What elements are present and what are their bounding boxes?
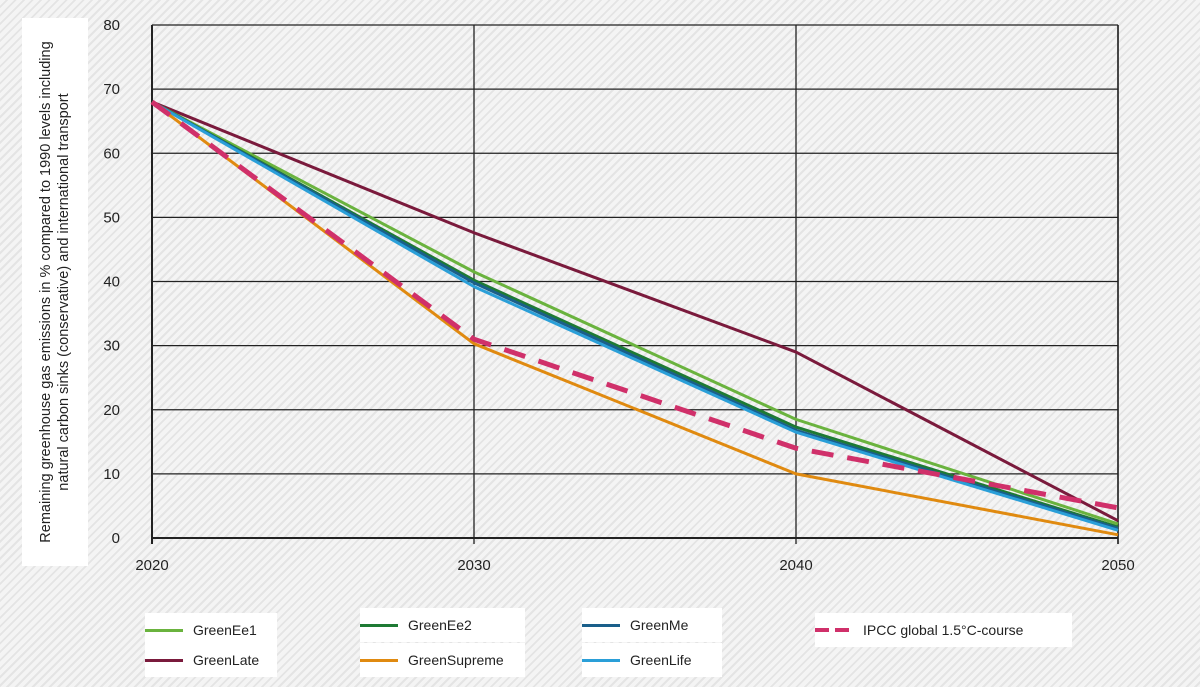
legend-label: GreenEe1 [193,622,257,638]
legend-swatch [145,628,183,632]
series-line-ipcc-global-1-5-c-course [150,99,1119,511]
x-tick-label: 2030 [457,557,490,574]
y-tick-label: 80 [103,17,120,34]
y-tick-label: 20 [103,402,120,419]
legend-item-greenlife: GreenLife [582,643,722,677]
legend-label: GreenLate [193,652,260,668]
series-line-greenee1 [151,100,1119,526]
y-tick-label: 40 [103,274,120,291]
y-tick-label: 10 [103,466,120,483]
series-line-greenme [151,100,1119,530]
y-tick-label: 70 [103,81,120,98]
legend-swatch [360,658,398,662]
x-tick-label: 2050 [1101,557,1134,574]
legend-label: GreenMe [630,617,689,633]
legend-item-ipcc: IPCC global 1.5°C-course [815,613,1072,647]
legend-item-greenme: GreenMe [582,608,722,642]
series-line-greenlate [151,100,1119,523]
series-line-greensupreme [151,100,1119,537]
y-tick-label: 30 [103,338,120,355]
legend-item-greenlate: GreenLate [145,643,277,677]
legend-swatch [815,628,853,632]
legend-swatch [582,658,620,662]
legend-item-greenee1: GreenEe1 [145,613,277,647]
y-axis-label-box: Remaining greenhouse gas emissions in % … [22,18,88,566]
y-tick-label: 60 [103,145,120,162]
legend-label: IPCC global 1.5°C-course [863,622,1024,638]
x-tick-label: 2040 [779,557,812,574]
x-tick-label: 2020 [135,557,168,574]
legend-item-greenee2: GreenEe2 [360,608,525,642]
series-line-greenlife [151,100,1119,532]
y-tick-label: 0 [112,530,120,547]
legend-item-greensupreme: GreenSupreme [360,643,525,677]
legend-label: GreenSupreme [408,652,504,668]
legend-label: GreenLife [630,652,692,668]
legend-swatch [145,658,183,662]
y-tick-label: 50 [103,209,120,226]
legend-label: GreenEe2 [408,617,472,633]
legend-swatch [582,623,620,627]
legend-swatch [360,623,398,627]
series-line-greenee2 [151,100,1119,529]
